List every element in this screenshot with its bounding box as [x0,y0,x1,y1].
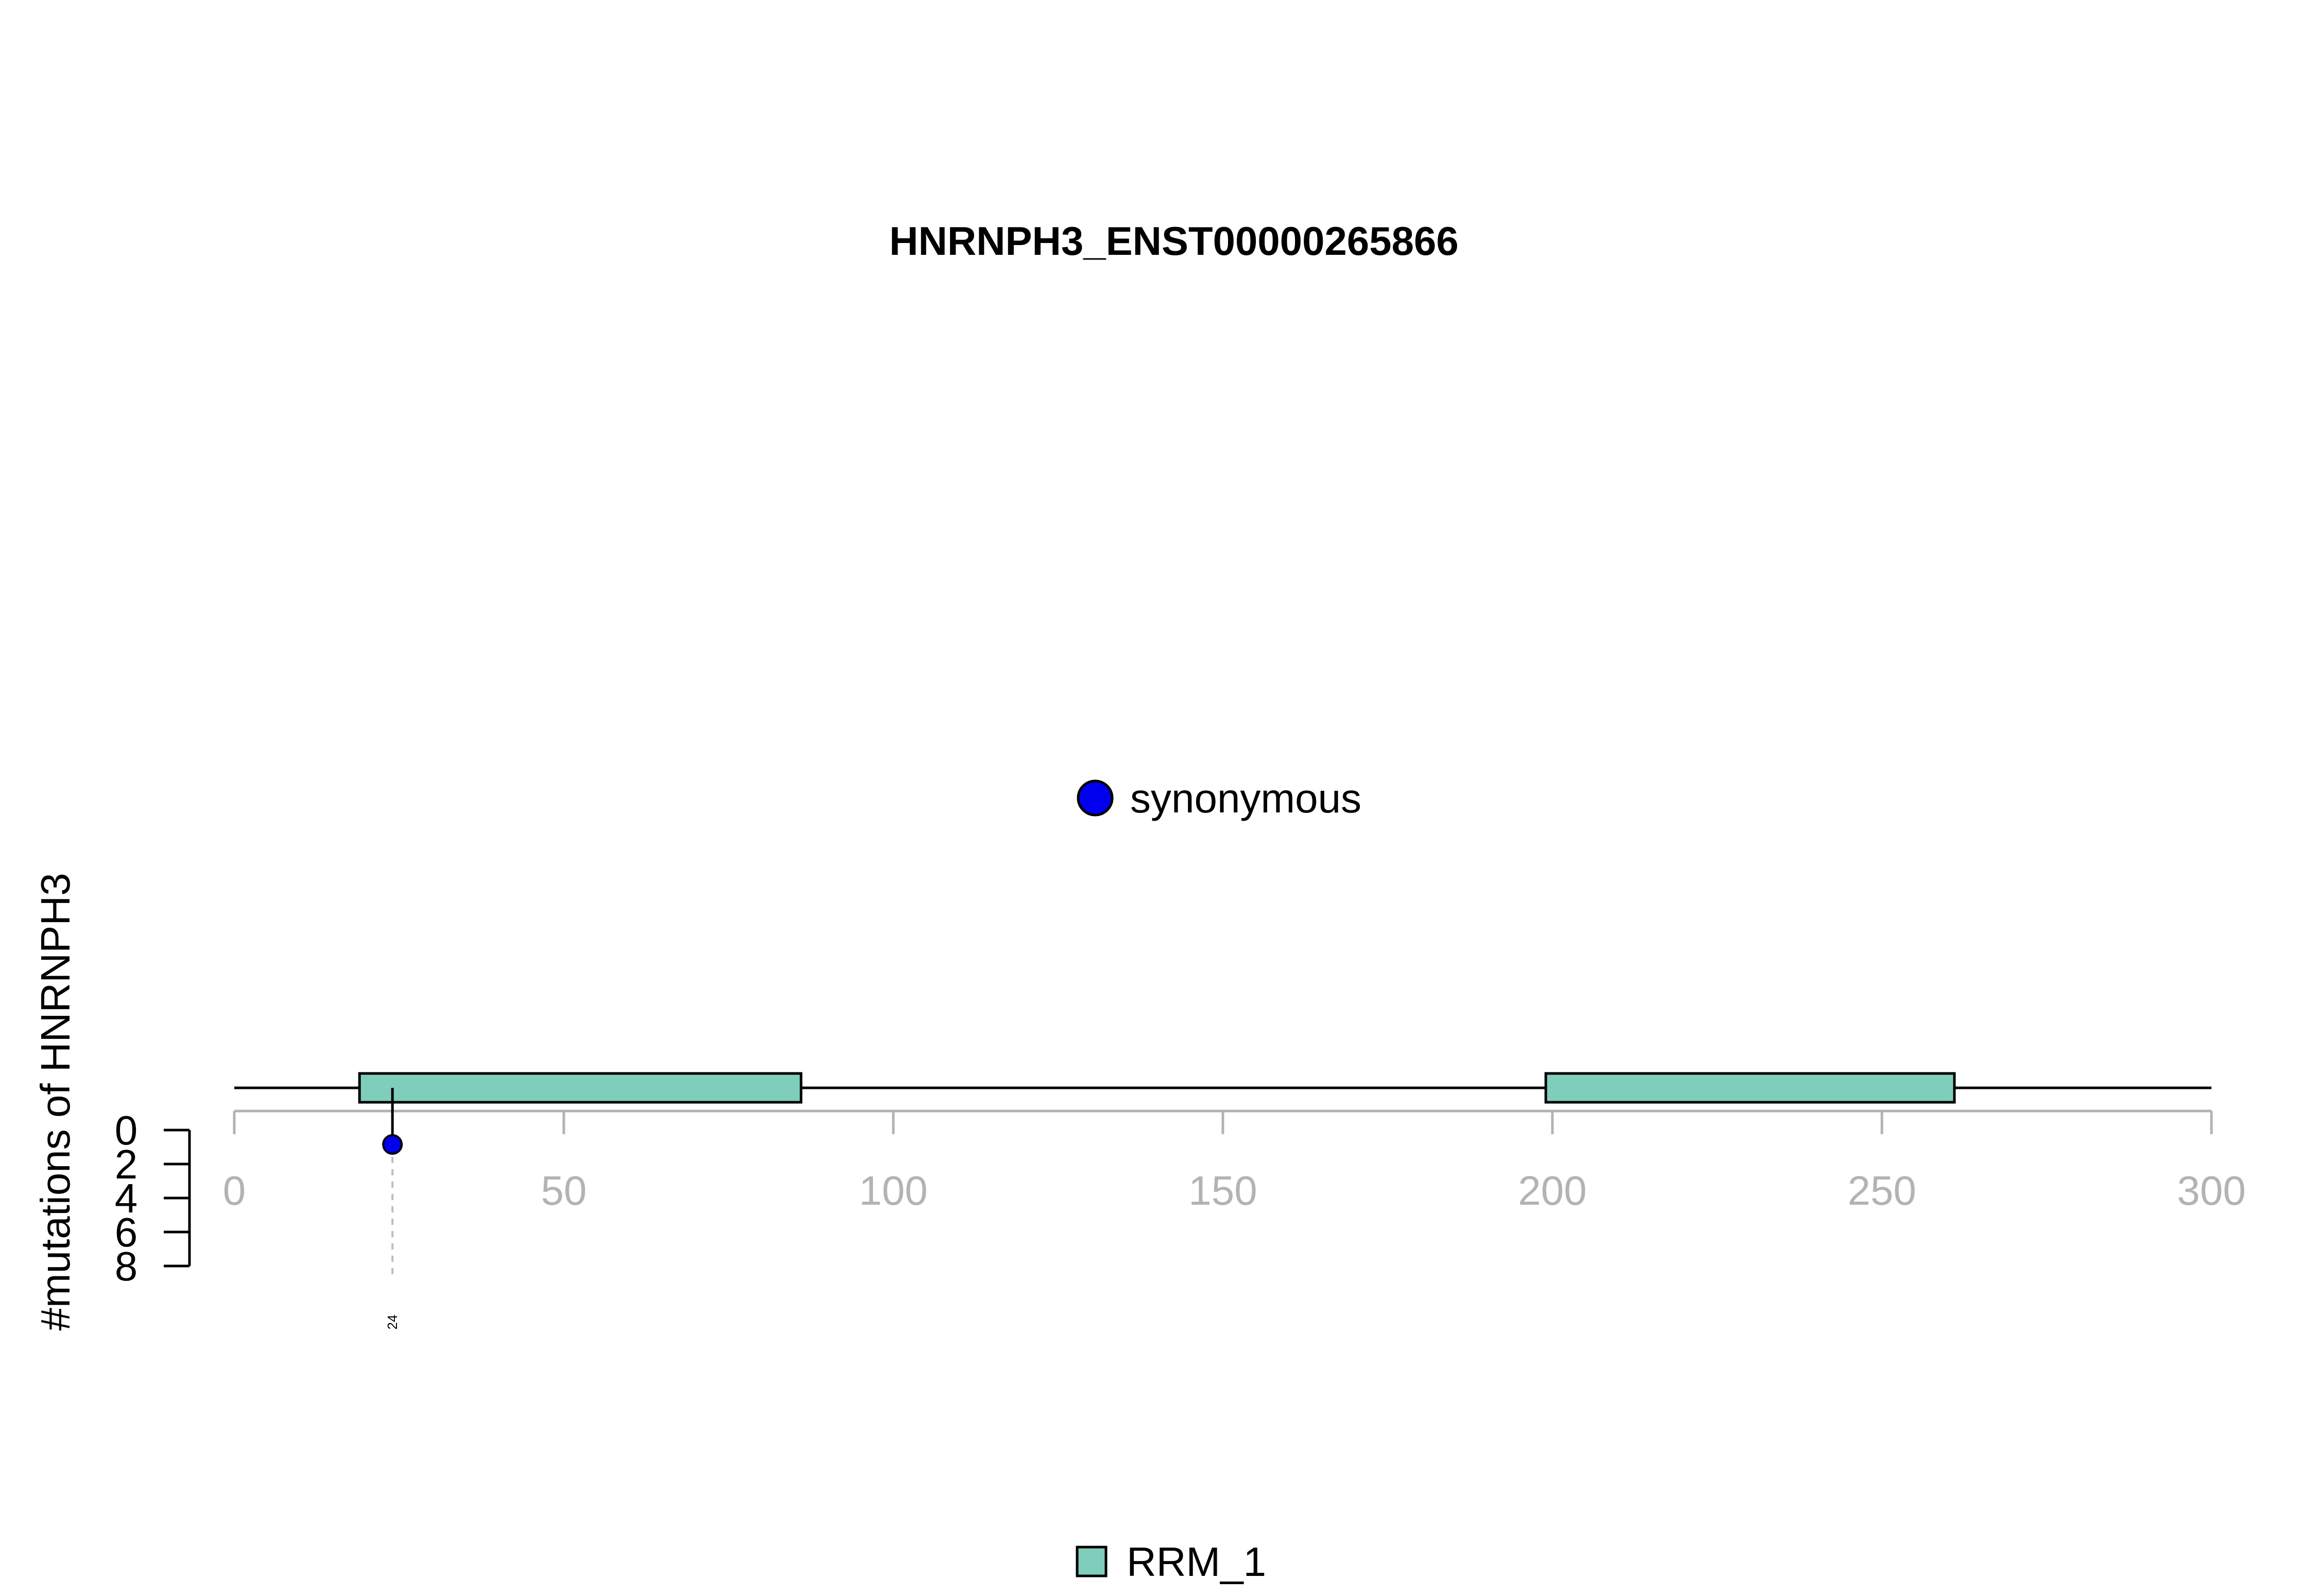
domain-box-2 [1546,1073,1955,1102]
x-tick-label: 100 [859,1168,927,1213]
y-axis-label-group: #mutations of HNRNPH3 [32,873,78,1330]
domain-box-1 [359,1073,801,1102]
x-tick-label: 50 [541,1168,587,1213]
y-tick-label: 8 [115,1243,138,1289]
x-tick-label: 0 [223,1168,246,1213]
legend-swatch-synonymous [1078,781,1112,815]
legend-swatch-RRM_1 [1077,1547,1106,1576]
mutation-position-label: 24 [385,1315,400,1330]
mutation-lollipops: 24 [383,1088,402,1329]
mutation-legend: synonymous [1078,775,1361,821]
x-tick-label: 300 [2177,1168,2245,1213]
legend-label-synonymous: synonymous [1130,775,1361,821]
y-axis-label: #mutations of HNRNPH3 [32,873,78,1330]
domain-legend: RRM_1 [1077,1539,1266,1585]
x-tick-label: 150 [1188,1168,1257,1213]
lollipop-head-synonymous [383,1135,402,1154]
x-tick-label: 200 [1518,1168,1586,1213]
legend-label-RRM_1: RRM_1 [1127,1539,1266,1585]
x-tick-label: 250 [1847,1168,1916,1213]
chart-title: HNRNPH3_ENST00000265866 [889,218,1459,264]
x-axis: 0 50 100 150 200 250 300 [223,1111,2246,1213]
